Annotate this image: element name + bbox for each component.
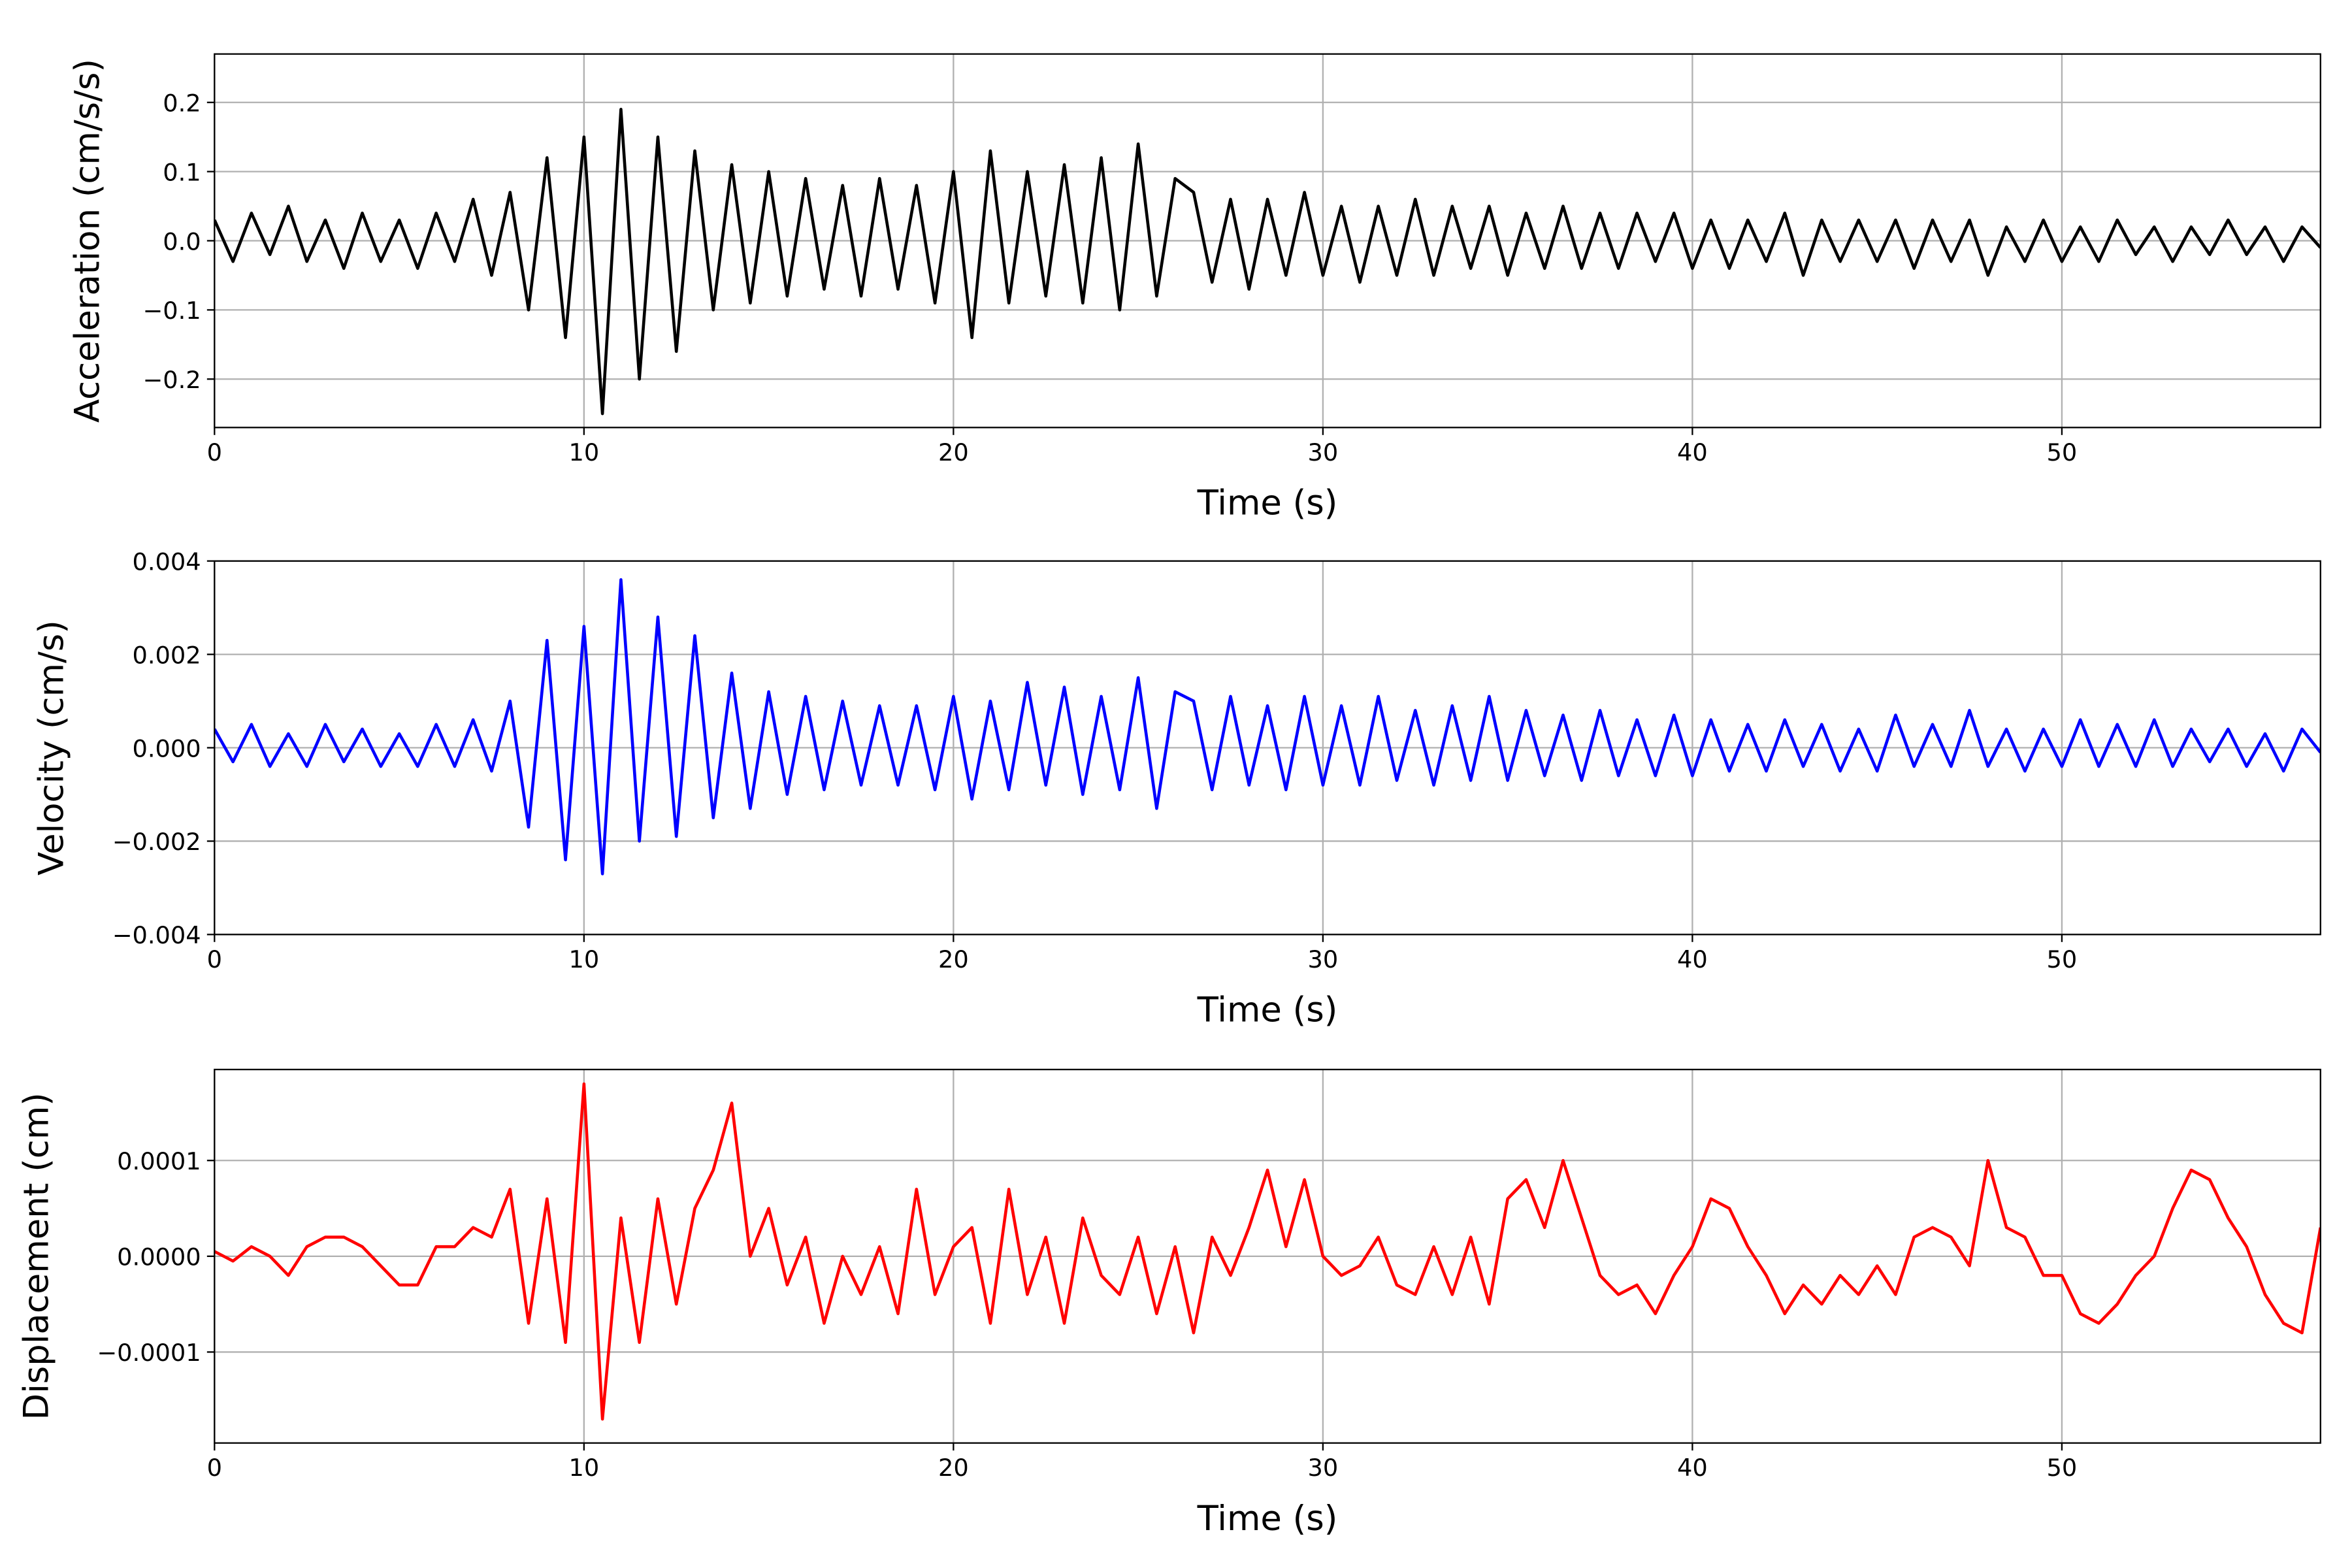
y-tick-label: 0.004 <box>133 547 201 576</box>
data-line <box>214 578 2321 875</box>
x-tick-label: 30 <box>1308 438 1339 466</box>
x-tick-label: 40 <box>1677 438 1708 466</box>
subplot: 0 10 20 30 40 50 −0.004 −0.002 0.000 0.002 0.004 Ti… <box>31 547 2321 1030</box>
data-line <box>214 108 2321 416</box>
x-tick-label: 0 <box>207 945 222 973</box>
x-tick-label: 30 <box>1308 945 1339 973</box>
y-tick-label: 0.0001 <box>117 1147 201 1175</box>
axes-frame <box>214 560 2321 936</box>
subplot: 0 10 20 30 40 50 −0.2 −0.1 0.0 0.1 0.2 Time (s) Acce… <box>68 53 2321 523</box>
x-tick-label: 10 <box>568 438 599 466</box>
y-axis-label: Acceleration (cm/s/s) <box>68 59 108 423</box>
x-axis-label: Time (s) <box>1197 1499 1338 1539</box>
x-tick-label: 10 <box>568 945 599 973</box>
y-tick-label: 0.000 <box>133 734 201 762</box>
x-tick-label: 0 <box>207 438 222 466</box>
x-tick-label: 20 <box>938 438 969 466</box>
x-tick-label: 30 <box>1308 1454 1339 1482</box>
y-tick-label: 0.1 <box>163 158 201 186</box>
x-tick-label: 20 <box>938 945 969 973</box>
y-tick-label: −0.2 <box>142 366 201 394</box>
x-axis-label: Time (s) <box>1197 483 1338 523</box>
data-line <box>214 1082 2321 1421</box>
y-tick-label: 0.0 <box>163 227 201 255</box>
x-tick-label: 50 <box>2047 945 2078 973</box>
y-tick-label: −0.0001 <box>97 1339 201 1367</box>
x-tick-label: 50 <box>2047 1454 2078 1482</box>
x-tick-label: 40 <box>1677 945 1708 973</box>
axes-frame <box>214 53 2321 429</box>
x-axis-label: Time (s) <box>1197 990 1338 1030</box>
y-axis-label: Velocity (cm/s) <box>31 620 71 875</box>
y-axis-label: Displacement (cm) <box>16 1092 56 1420</box>
x-tick-label: 40 <box>1677 1454 1708 1482</box>
x-tick-label: 20 <box>938 1454 969 1482</box>
y-tick-label: −0.1 <box>142 297 201 325</box>
y-tick-label: 0.002 <box>133 641 201 669</box>
y-tick-label: 0.0000 <box>117 1243 201 1271</box>
axes-frame <box>214 1068 2321 1444</box>
x-tick-label: 10 <box>568 1454 599 1482</box>
x-tick-label: 50 <box>2047 438 2078 466</box>
y-tick-label: 0.2 <box>163 90 201 118</box>
y-tick-label: −0.002 <box>112 828 201 856</box>
y-tick-label: −0.004 <box>112 921 201 949</box>
subplot: 0 10 20 30 40 50 −0.0001 0.0000 0.0001 Time (s) Di… <box>16 1068 2321 1539</box>
x-tick-label: 0 <box>207 1454 222 1482</box>
